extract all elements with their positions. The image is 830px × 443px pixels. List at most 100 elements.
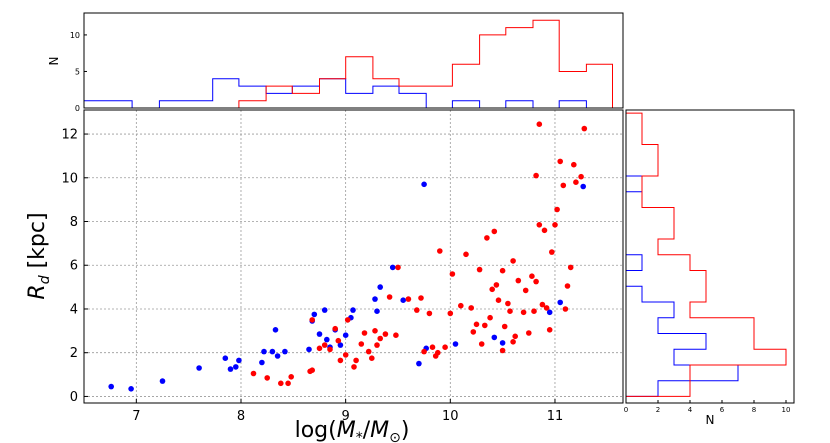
scatter-xtick-label: 9 [342, 409, 350, 424]
scatter-xtick-label: 11 [547, 409, 564, 424]
scatter-point-red [499, 347, 506, 354]
scatter-point-red [478, 341, 485, 347]
scatter-point-red [309, 317, 316, 323]
scatter-point-blue [499, 340, 506, 346]
scatter-point-red [309, 367, 316, 374]
scatter-point-red [470, 329, 477, 335]
scatter-point-red [335, 337, 342, 344]
scatter-point-red [468, 305, 475, 311]
scatter-point-red [365, 348, 372, 355]
scatter-point-blue [159, 378, 166, 384]
scatter-point-blue [421, 181, 427, 188]
scatter-point-red [581, 125, 588, 132]
scatter-point-blue [546, 309, 553, 316]
scatter-xtick-label: 8 [237, 409, 245, 424]
scatter-point-red [337, 357, 344, 364]
scatter-point-red [377, 335, 384, 342]
scatter-point-red [316, 345, 323, 352]
scatter-point-blue [316, 331, 323, 337]
scatter-point-blue [374, 308, 380, 315]
scatter-point-red [374, 342, 380, 348]
scatter-point-red [418, 295, 424, 301]
scatter-point-red [560, 182, 567, 189]
scatter-point-red [458, 302, 464, 309]
scatter-point-red [353, 357, 359, 364]
scatter-point-blue [128, 386, 134, 392]
scatter-point-red [414, 307, 420, 313]
top-histogram: 0 5 10 N [47, 12, 624, 113]
scatter-point-red [473, 321, 480, 328]
scatter-point-red [493, 282, 500, 288]
scatter-point-red [278, 380, 284, 387]
scatter-point-red [421, 348, 427, 355]
scatter-ytick-label: 10 [61, 171, 78, 186]
scatter-point-red [372, 328, 378, 334]
scatter-point-red [429, 344, 436, 351]
top-histogram-ytick-label: 5 [75, 67, 80, 76]
right-histogram-red-step [626, 112, 787, 397]
scatter-point-blue [269, 348, 276, 355]
scatter-point-blue [282, 348, 288, 355]
scatter-point-blue [491, 334, 498, 341]
scatter-point-red [435, 349, 441, 356]
scatter-point-red [533, 278, 539, 285]
scatter-point-red [578, 173, 584, 180]
scatter-point-blue [350, 307, 356, 313]
scatter-point-red [449, 271, 456, 277]
right-histogram-xlabel: N [706, 413, 715, 427]
scatter-point-red [463, 251, 469, 258]
scatter-point-blue [259, 359, 265, 366]
scatter-point-red [264, 375, 271, 381]
scatter-point-blue [389, 264, 396, 271]
scatter-point-red [515, 277, 522, 284]
scatter-point-red [543, 305, 550, 311]
scatter-point-blue [272, 327, 279, 333]
scatter-point-blue [416, 360, 422, 367]
right-histogram-xtick-label: 4 [688, 406, 693, 414]
scatter-point-blue [580, 183, 586, 190]
scatter-point-red [386, 294, 393, 300]
scatter-point-red [505, 300, 511, 307]
scatter-point-red [482, 322, 488, 329]
scatter-xlabel: log(M*/M⊙) [295, 418, 410, 443]
top-histogram-red-step [84, 19, 613, 109]
scatter-point-red [285, 380, 291, 387]
scatter-point-blue [311, 311, 318, 318]
scatter-point-red [327, 346, 333, 353]
scatter-point-red [495, 297, 502, 304]
scatter-point-red [539, 301, 546, 308]
right-histogram-frame [625, 109, 795, 404]
scatter-point-red [562, 306, 569, 312]
scatter-point-blue [108, 383, 114, 390]
scatter-point-red [250, 370, 257, 377]
scatter-point-red [536, 222, 543, 228]
scatter-point-blue [372, 296, 378, 302]
scatter-ytick-label: 8 [70, 215, 78, 230]
top-histogram-frame [83, 12, 624, 109]
right-histogram-xtick-label: 0 [624, 406, 628, 414]
scatter-point-red [499, 267, 506, 274]
scatter-ytick-label: 4 [70, 302, 78, 317]
scatter-point-blue [324, 336, 330, 343]
scatter-point-red [512, 333, 518, 340]
scatter-point-blue [321, 307, 328, 313]
top-histogram-ytick-label: 10 [70, 31, 80, 40]
scatter-ytick-label: 6 [70, 259, 78, 274]
scatter-point-red [382, 331, 389, 337]
scatter-point-red [564, 283, 571, 289]
scatter-point-red [510, 258, 516, 264]
scatter-point-red [369, 355, 375, 362]
scatter-ytick-label: 0 [70, 390, 78, 405]
scatter-point-red [501, 323, 508, 330]
scatter-point-red [426, 310, 433, 317]
scatter-point-red [536, 121, 543, 127]
scatter-point-red [487, 314, 493, 321]
scatter-point-red [332, 325, 339, 332]
scatter-point-red [342, 352, 349, 358]
scatter-point-blue [222, 355, 229, 362]
scatter-point-blue [557, 299, 563, 306]
scatter-point-blue [261, 348, 267, 355]
right-histogram-xtick-label: 8 [752, 406, 756, 414]
scatter-xtick-label: 7 [132, 409, 140, 424]
scatter-point-blue [306, 346, 312, 353]
